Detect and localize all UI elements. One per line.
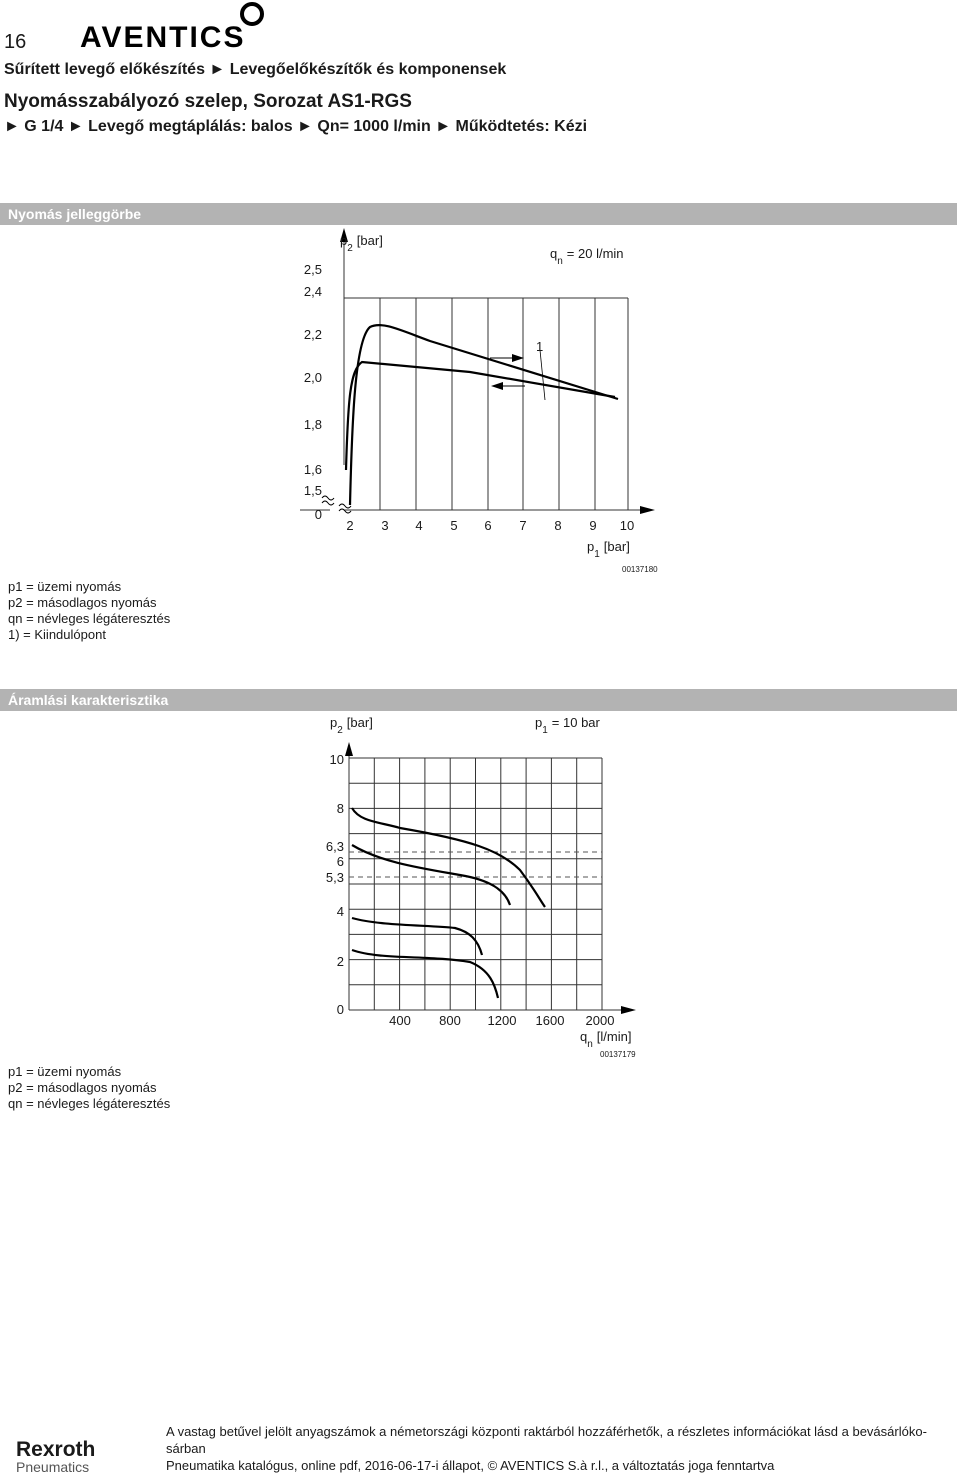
static-layout — [0, 203, 957, 1014]
x-tick-label: 800 — [439, 1013, 461, 1028]
y-axis-label-part: p — [330, 715, 337, 730]
brand-logo: AVENTICS — [80, 21, 245, 54]
y-tick-label: 1,6 — [304, 462, 322, 477]
grid — [348, 757, 603, 1011]
legend-item: qn = névleges légáteresztés — [8, 611, 171, 626]
axis-break — [338, 503, 352, 514]
axis-arrow — [345, 742, 353, 756]
curve — [344, 360, 616, 471]
axis-arrow — [621, 1006, 636, 1014]
y-axis-label: p2 [bar] — [330, 715, 373, 736]
x-axis-label-part: [l/min] — [597, 1029, 632, 1044]
legend-item: qn = névleges légáteresztés — [8, 1096, 171, 1111]
y-tick-label: 2,4 — [304, 284, 322, 299]
y-axis-label: p2 [bar] — [340, 233, 383, 254]
curve — [348, 323, 619, 506]
annotation: p1 = 10 bar — [535, 715, 601, 736]
x-axis-label-part: [bar] — [604, 539, 630, 554]
y-axis-label-part: 2 — [347, 243, 353, 254]
x-axis-label-part: p — [587, 539, 594, 554]
figure-code: 00137180 — [622, 565, 658, 574]
footer-catalog: Pneumatika katalógus, online pdf, 2016-0… — [166, 1458, 775, 1473]
y-tick-label: 4 — [337, 904, 344, 919]
x-axis-label-part: n — [587, 1039, 593, 1050]
x-axis-label-part: q — [580, 1029, 587, 1044]
y-tick-label: 6 — [337, 854, 344, 869]
footer-brand-sub: Pneumatics — [16, 1459, 89, 1473]
y-tick-label: 1,8 — [304, 417, 322, 432]
axis-arrow — [340, 228, 348, 242]
annotation-part: n — [557, 256, 563, 267]
y-tick-label: 8 — [337, 801, 344, 816]
curve — [351, 916, 484, 956]
y-tick-label: 5,3 — [326, 870, 344, 885]
x-tick-label: 4 — [415, 518, 422, 533]
y-axis-label-part: [bar] — [347, 715, 373, 730]
logo-icon — [240, 2, 264, 26]
x-tick-label: 2000 — [586, 1013, 615, 1028]
annotation-part: p — [535, 715, 542, 730]
x-tick-label: 9 — [589, 518, 596, 533]
annotation: 1 — [536, 339, 543, 354]
y-tick-label: 0 — [337, 1002, 344, 1017]
y-tick-label: 1,5 — [304, 483, 322, 498]
legend-item: p1 = üzemi nyomás — [8, 1064, 122, 1079]
footer-brand: Rexroth — [16, 1438, 95, 1461]
arrow-head — [491, 382, 503, 390]
y-tick-label: 6,3 — [326, 839, 344, 854]
legend-item: p2 = másodlagos nyomás — [8, 1080, 157, 1095]
x-tick-label: 1200 — [488, 1013, 517, 1028]
page-title: Nyomásszabályozó szelep, Sorozat AS1-RGS — [4, 91, 412, 112]
curve — [351, 807, 546, 908]
axis-break — [321, 495, 335, 506]
section-bar — [0, 203, 957, 225]
x-tick-label: 8 — [554, 518, 561, 533]
breadcrumb: Sűrített levegő előkészítés ► Levegőelők… — [4, 61, 506, 78]
legend-item: p2 = másodlagos nyomás — [8, 595, 157, 610]
annotation-part: q — [550, 246, 557, 261]
legend-item: p1 = üzemi nyomás — [8, 579, 122, 594]
x-tick-label: 7 — [519, 518, 526, 533]
y-tick-label: 2,0 — [304, 370, 322, 385]
y-axis-label-part: 2 — [337, 725, 343, 736]
page-number: 16 — [4, 31, 26, 53]
curve — [351, 948, 500, 999]
x-axis-label-part: 1 — [594, 549, 600, 560]
x-axis-label: p1 [bar] — [587, 539, 630, 560]
y-tick-label: 2,5 — [304, 262, 322, 277]
curve — [351, 844, 512, 906]
annotation-part: = 20 l/min — [567, 246, 624, 261]
leader-line — [539, 349, 546, 401]
x-tick-label: 10 — [620, 518, 634, 533]
x-tick-label: 3 — [381, 518, 388, 533]
annotation: qn = 20 l/min — [550, 246, 624, 267]
x-axis-label: qn [l/min] — [580, 1029, 631, 1050]
arrow-head — [512, 354, 524, 362]
x-tick-label: 5 — [450, 518, 457, 533]
y-tick-label: 2,2 — [304, 327, 322, 342]
y-tick-label: 2 — [337, 954, 344, 969]
annotation-part: = 10 bar — [552, 715, 601, 730]
axis-arrow — [640, 506, 655, 514]
section-bar — [0, 689, 957, 711]
legend-item: 1) = Kiindulópont — [8, 627, 106, 642]
y-axis-label-part: p — [340, 233, 347, 248]
section-heading: Nyomás jelleggörbe — [8, 206, 141, 222]
page-subtitle: ► G 1/4 ► Levegő megtáplálás: balos ► Qn… — [4, 118, 587, 135]
figure-code: 00137179 — [600, 1050, 636, 1059]
x-tick-label: 6 — [484, 518, 491, 533]
footer-note: A vastag betűvel jelölt anyagszámok a né… — [166, 1424, 927, 1439]
x-tick-label: 1600 — [536, 1013, 565, 1028]
y-tick-label: 0 — [315, 507, 322, 522]
x-tick-label: 400 — [389, 1013, 411, 1028]
annotation-part: 1 — [542, 725, 548, 736]
grid — [379, 298, 629, 510]
footer-note: sárban — [166, 1441, 206, 1456]
section-heading: Áramlási karakterisztika — [8, 692, 169, 708]
y-tick-label: 10 — [330, 752, 344, 767]
x-tick-label: 2 — [346, 518, 353, 533]
y-axis-label-part: [bar] — [357, 233, 383, 248]
